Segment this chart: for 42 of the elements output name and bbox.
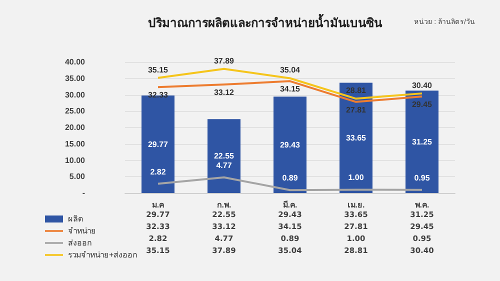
text: 0.89 [282, 174, 298, 183]
y-tick-label: - [82, 188, 86, 198]
y-tick-label: 20.00 [64, 123, 86, 132]
legend-label: จำหน่าย [68, 226, 96, 236]
x-tick-label: พ.ค. [414, 200, 430, 210]
text: 30.40 [412, 80, 432, 90]
text: 35.15 [148, 65, 168, 74]
text: 35.04 [280, 66, 300, 75]
chart-title: ปริมาณการผลิตและการจำหน่ายน้ำมันเบนซิน [148, 13, 383, 30]
y-tick-label: 25.00 [64, 106, 86, 116]
text: 33.12 [214, 88, 234, 98]
y-tick-label: 15.00 [64, 139, 86, 148]
text: 32.33 [148, 90, 168, 100]
legend-label: ส่งออก [68, 238, 92, 248]
text: 27.81 [346, 105, 366, 114]
text: 29.45 [412, 100, 432, 110]
bar [406, 90, 438, 193]
y-tick-label: 5.00 [69, 172, 86, 182]
text: 31.25 [412, 137, 432, 146]
text: 37.89 [214, 56, 234, 66]
text: 22.55 [214, 152, 234, 161]
bar [208, 119, 240, 193]
text: 2.82 [150, 167, 166, 176]
x-tick-label: ก.พ. [216, 200, 232, 210]
text: 0.95 [414, 173, 430, 182]
y-tick-label: 10.00 [64, 156, 86, 165]
legend-label: รวมจำหน่าย+ส่งออก [68, 250, 138, 260]
bar [274, 96, 306, 193]
text: 34.15 [280, 84, 300, 94]
y-tick-label: 30.00 [64, 90, 86, 100]
text: 4.77 [216, 160, 232, 170]
text: 33.65 [346, 133, 366, 142]
x-tick-label: ม.ค [152, 200, 164, 210]
x-tick-label: เม.ย. [347, 200, 365, 210]
text: 29.77 [148, 140, 168, 149]
legend-label: ผลิต [68, 214, 83, 224]
x-tick-label: มี.ค. [282, 200, 298, 210]
text: 28.81 [346, 86, 366, 96]
y-tick-label: 35.00 [64, 74, 86, 83]
y-tick-label: 40.00 [64, 58, 86, 66]
text: 29.43 [280, 140, 300, 150]
text: 1.00 [348, 173, 364, 182]
